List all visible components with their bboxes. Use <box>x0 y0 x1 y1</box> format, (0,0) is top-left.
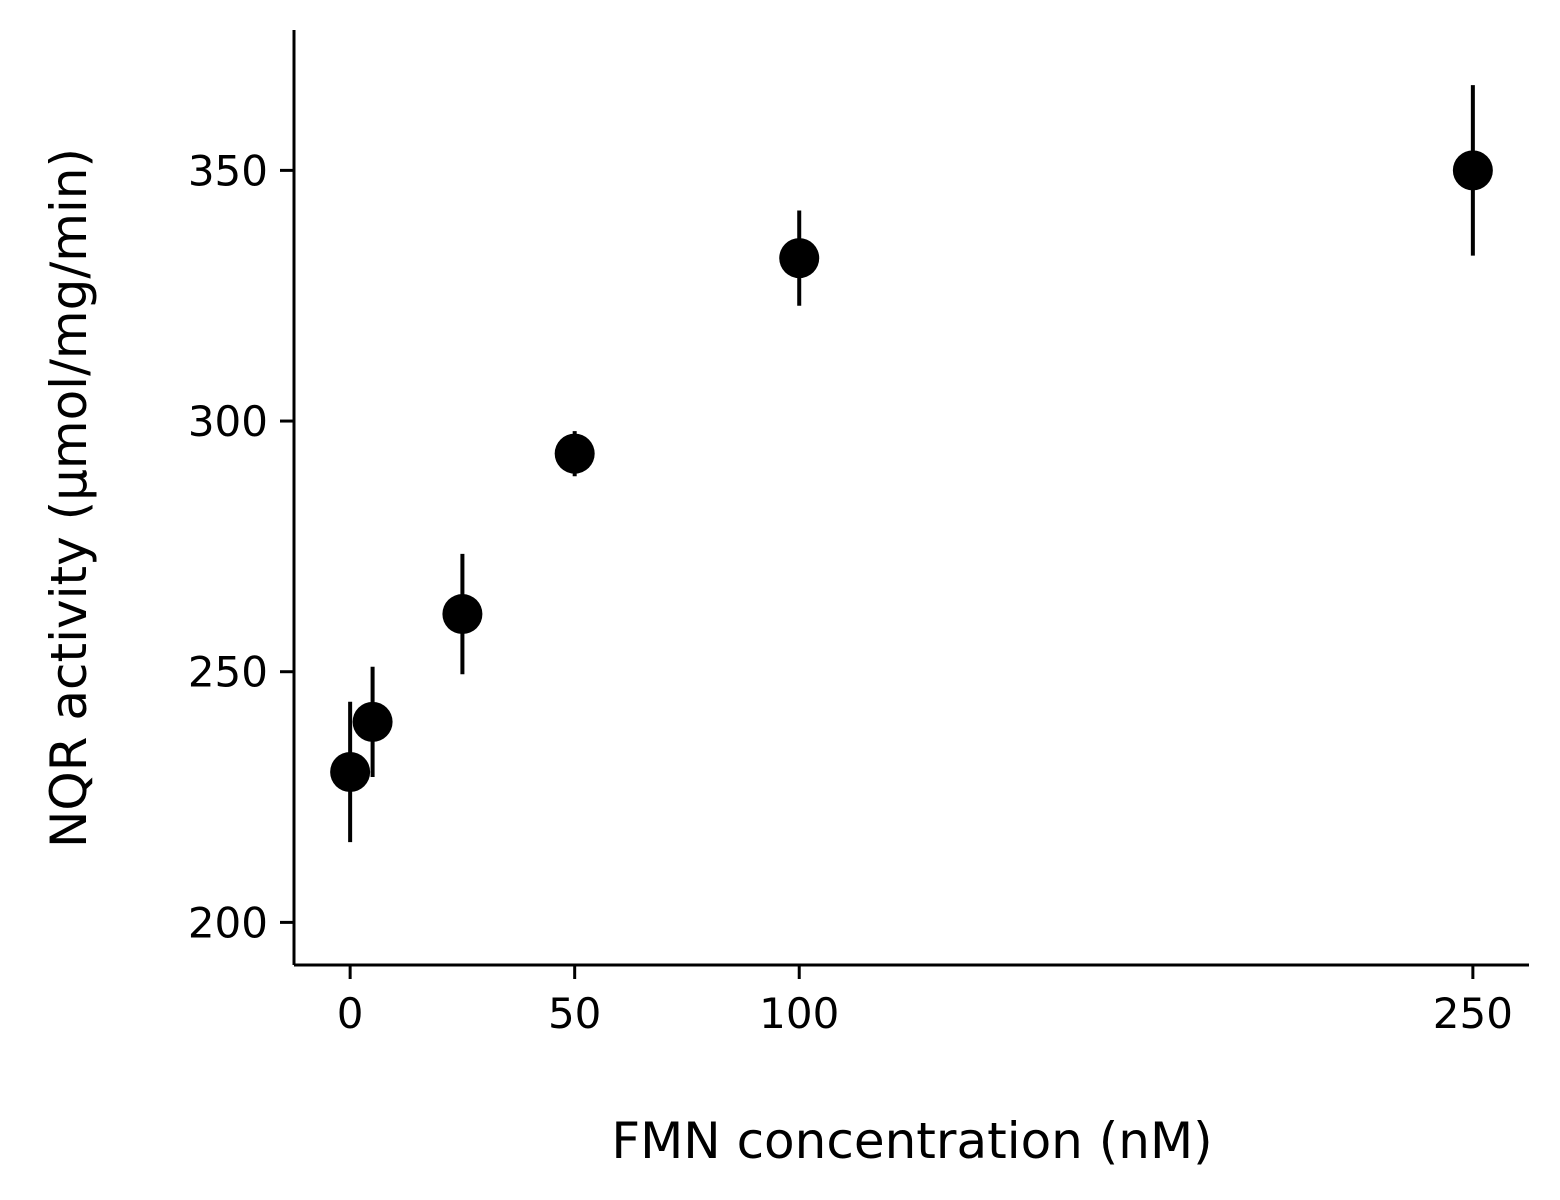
x-tick-label: 100 <box>759 989 839 1038</box>
y-tick-label: 350 <box>188 146 268 195</box>
data-point <box>352 701 393 742</box>
data-point <box>442 594 483 635</box>
data-point <box>1452 150 1493 191</box>
x-axis-title: FMN concentration (nM) <box>611 1112 1212 1170</box>
x-tick-label: 50 <box>548 989 601 1038</box>
data-marks <box>330 85 1493 843</box>
ticks: 200 250 300 350 0 50 100 250 <box>188 146 1513 1038</box>
y-axis-title: NQR activity (µmol/mg/min) <box>40 148 98 848</box>
y-tick-label: 300 <box>188 397 268 446</box>
data-point <box>779 238 820 279</box>
data-point <box>330 751 371 792</box>
data-point <box>554 433 595 474</box>
axes <box>292 30 1529 967</box>
y-tick-label: 200 <box>188 898 268 947</box>
x-tick-label: 250 <box>1433 989 1513 1038</box>
y-tick-label: 250 <box>188 648 268 697</box>
x-tick-label: 0 <box>337 989 364 1038</box>
